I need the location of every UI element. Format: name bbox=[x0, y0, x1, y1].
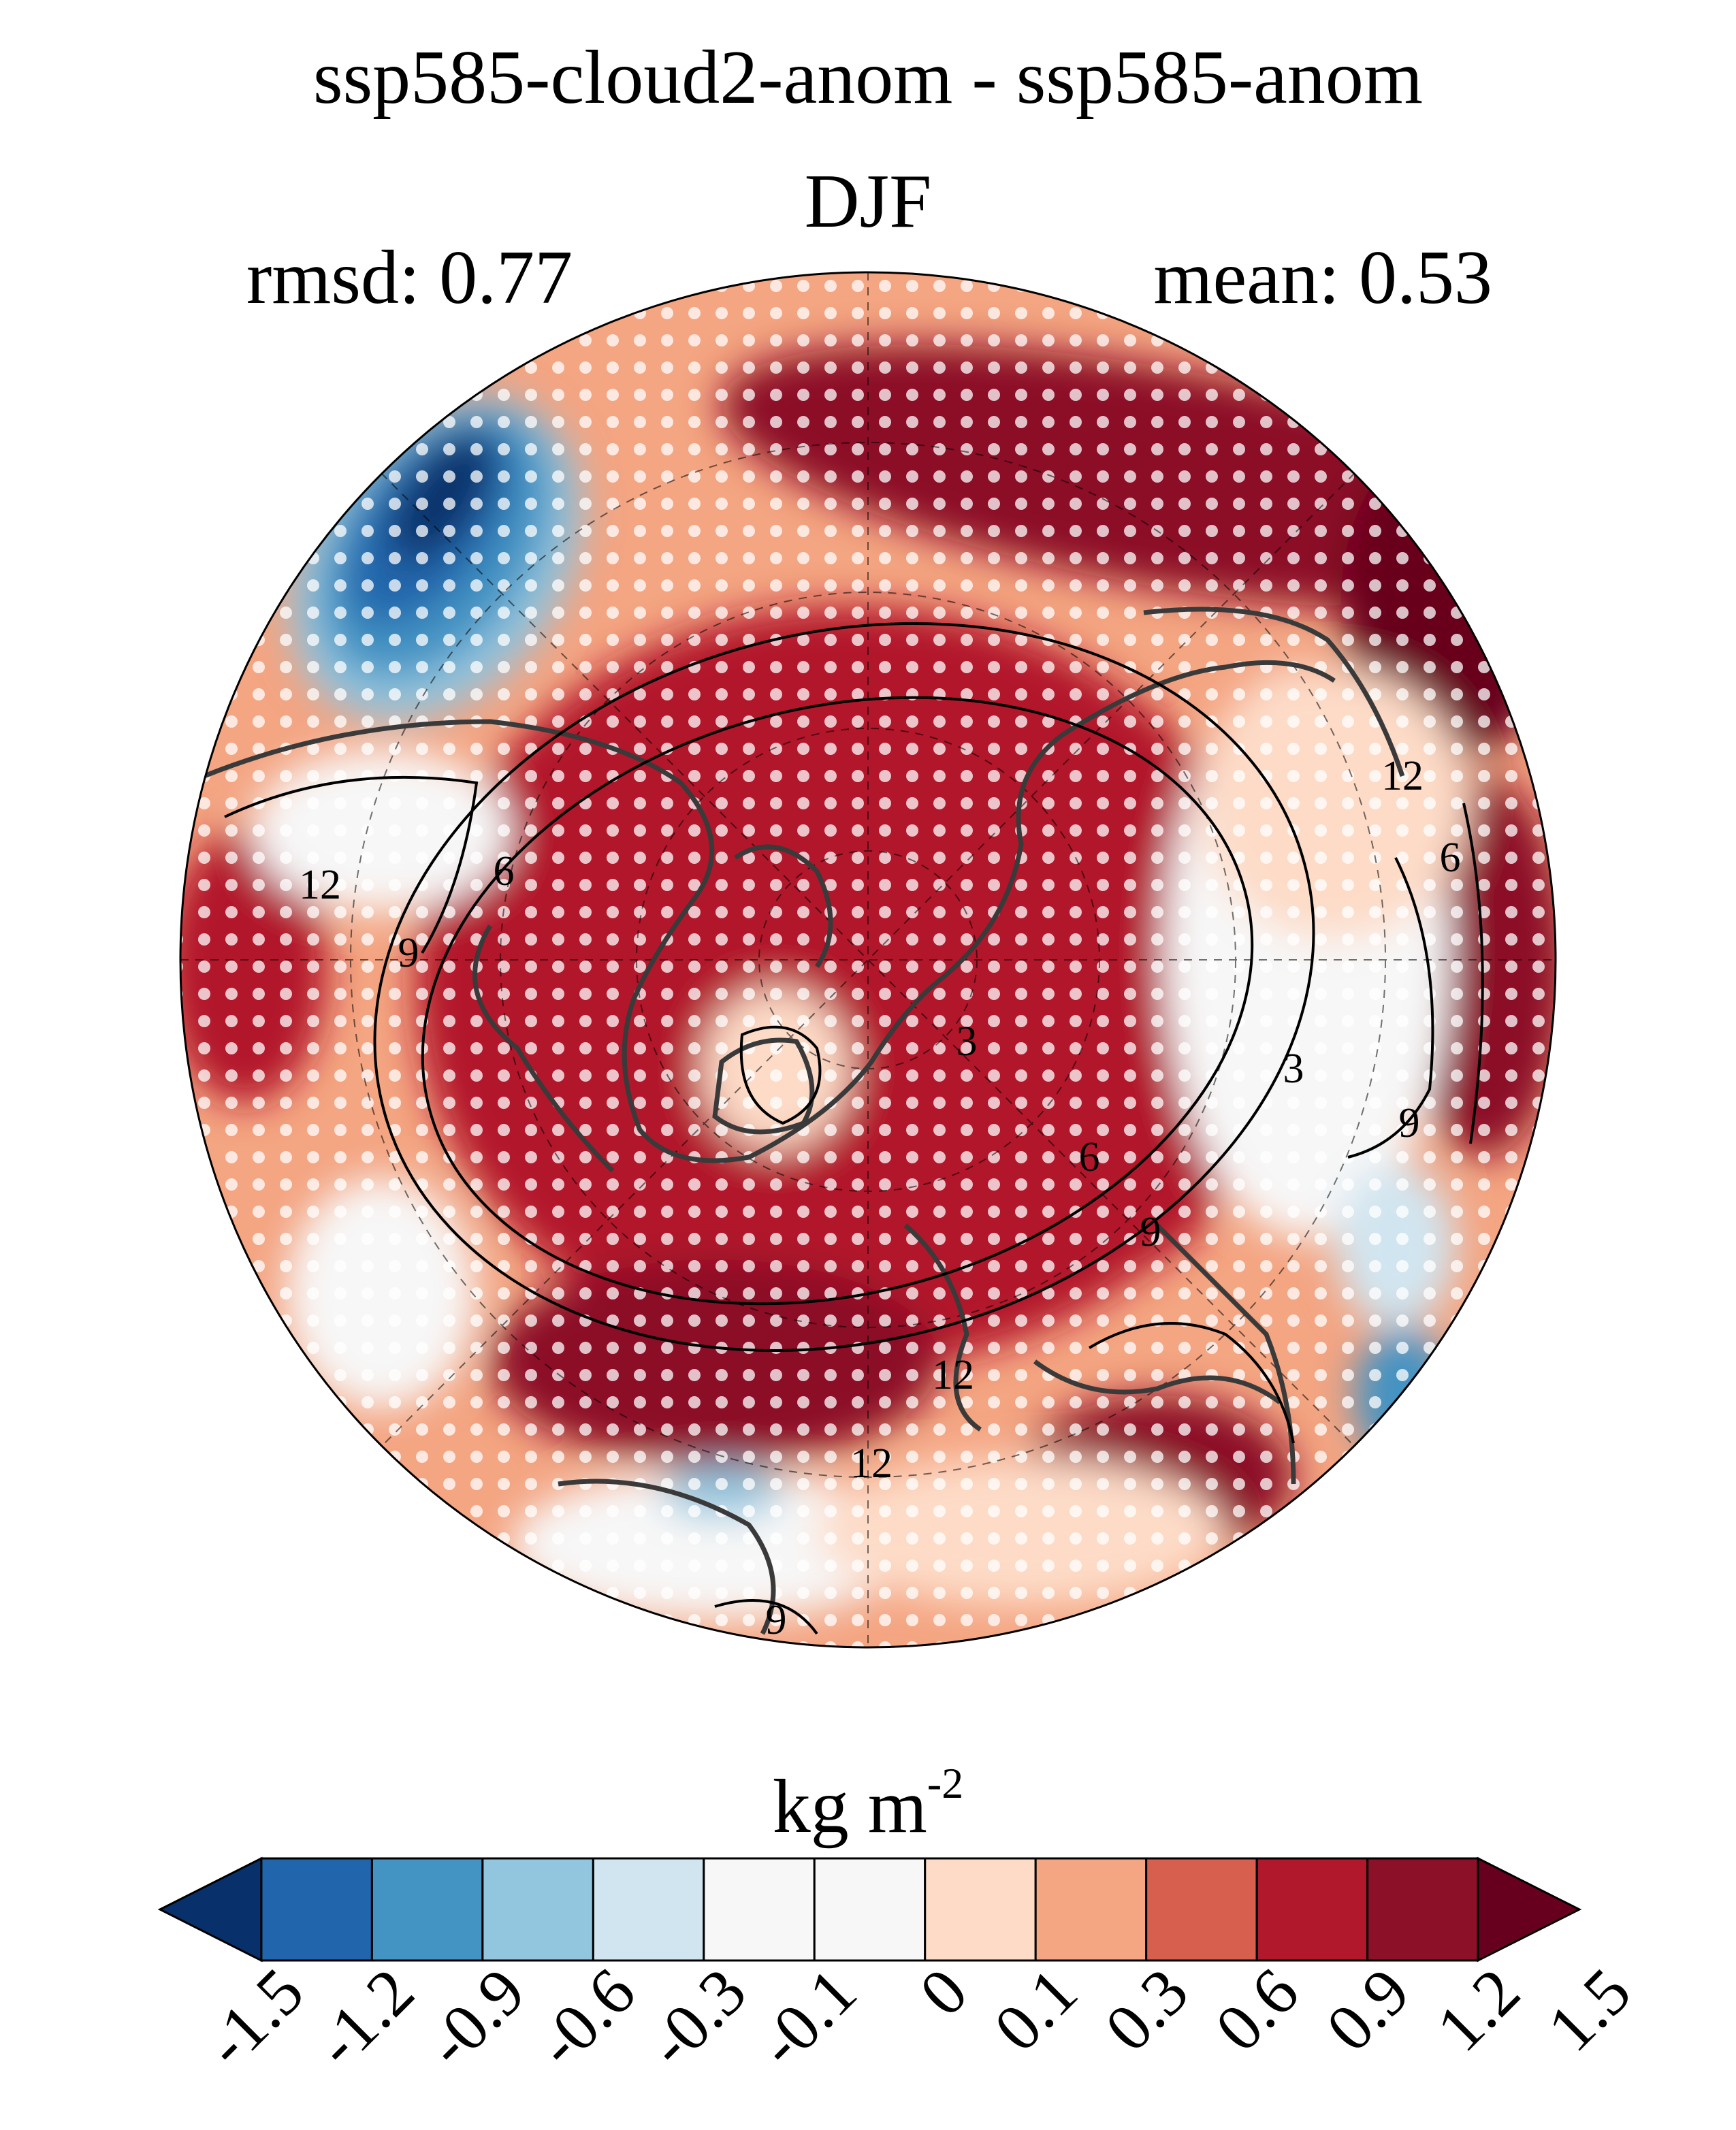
colorbar-segment bbox=[924, 1857, 1037, 1962]
contour-label: 3 bbox=[1283, 1046, 1304, 1092]
colorbar-segment bbox=[260, 1857, 373, 1962]
contour-label: 12 bbox=[1381, 753, 1424, 799]
contour-label: 12 bbox=[850, 1440, 893, 1487]
contour-label: 9 bbox=[766, 1597, 787, 1643]
contour-label: 9 bbox=[1140, 1209, 1161, 1255]
colorbar-segment bbox=[481, 1857, 594, 1962]
colorbar-segment bbox=[1145, 1857, 1258, 1962]
colorbar-segment bbox=[1366, 1857, 1479, 1962]
season-label: DJF bbox=[804, 159, 932, 244]
colorbar-segment bbox=[703, 1857, 816, 1962]
colorbar-segment bbox=[813, 1857, 927, 1962]
contour-label: 9 bbox=[1399, 1100, 1420, 1146]
polar-map: 3 3 6 6 6 9 9 9 9 12 12 12 12 bbox=[179, 271, 1557, 1649]
colorbar-segment bbox=[1034, 1857, 1148, 1962]
rmsd-label: rmsd: 0.77 bbox=[246, 236, 573, 320]
contour-label: 6 bbox=[494, 848, 515, 894]
map-field bbox=[180, 272, 1556, 1647]
colorbar-segment bbox=[592, 1857, 705, 1962]
units-text: kg m bbox=[772, 1764, 927, 1849]
figure-title: ssp585-cloud2-anom - ssp585-anom bbox=[312, 35, 1423, 120]
contour-label: 6 bbox=[1440, 835, 1461, 881]
contour-label: 9 bbox=[398, 930, 419, 976]
colorbar-extend-high bbox=[1477, 1856, 1582, 1963]
colorbar-segment bbox=[1255, 1857, 1369, 1962]
colorbar-extend-low bbox=[157, 1856, 263, 1963]
contour-label: 6 bbox=[1079, 1134, 1100, 1180]
contour-label: 12 bbox=[299, 862, 341, 908]
contour-label: 3 bbox=[957, 1018, 978, 1065]
colorbar-units: kg m-2 bbox=[0, 1762, 1736, 1845]
colorbar-segment bbox=[370, 1857, 484, 1962]
contour-label: 12 bbox=[932, 1352, 974, 1398]
mean-label: mean: 0.53 bbox=[1153, 236, 1492, 320]
units-exponent: -2 bbox=[927, 1759, 964, 1807]
